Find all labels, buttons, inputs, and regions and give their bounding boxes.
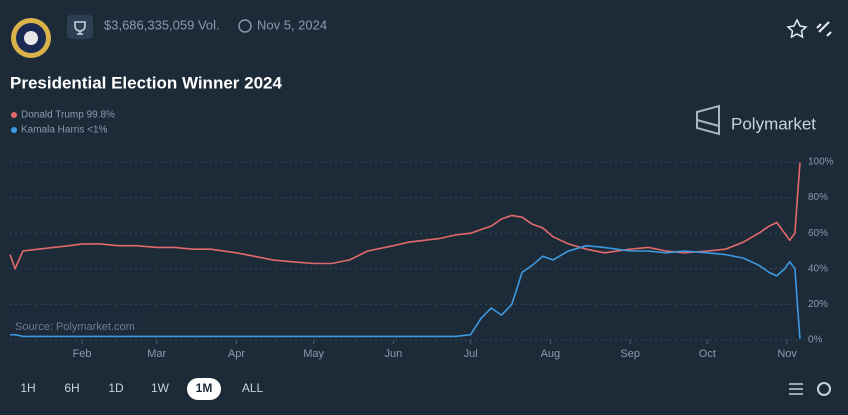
range-button-bg — [187, 378, 221, 400]
y-tick-label: 20% — [808, 299, 828, 310]
source-label: Source: Polymarket.com — [15, 321, 135, 333]
range-button[interactable]: 6H — [64, 381, 79, 395]
settings-sliders[interactable] — [789, 383, 803, 395]
y-tick-label: 60% — [808, 228, 828, 239]
x-tick-label: Sep — [620, 348, 640, 360]
favorite-button[interactable] — [786, 18, 808, 39]
range-button[interactable]: ALL — [242, 381, 264, 395]
legend-label: Kamala Harris <1% — [21, 125, 108, 136]
end-date: Nov 5, 2024 — [257, 17, 327, 32]
series-line — [9, 162, 801, 270]
link-button[interactable] — [816, 21, 832, 37]
trophy-icon — [74, 21, 86, 35]
x-tick-label: Oct — [699, 348, 716, 360]
x-tick-label: Jul — [464, 348, 478, 360]
source-bg — [10, 318, 144, 334]
market-icon-seal — [24, 31, 38, 45]
y-tick-label: 0% — [808, 335, 823, 346]
clock-icon — [238, 19, 252, 33]
legend-swatch — [11, 127, 17, 133]
x-tick-label: Feb — [73, 348, 92, 360]
range-button[interactable]: 1H — [20, 381, 35, 395]
range-button[interactable]: 1M — [196, 381, 213, 395]
brand-name: Polymarket — [731, 114, 816, 133]
x-tick-label: May — [303, 348, 324, 360]
brand-logo — [696, 104, 720, 136]
trophy-badge — [67, 15, 93, 39]
legend-swatch — [11, 112, 17, 118]
x-tick-label: Nov — [777, 348, 797, 360]
series-line — [10, 244, 801, 340]
legend-label: Donald Trump 99.8% — [21, 110, 115, 121]
range-button[interactable]: 1W — [151, 381, 170, 395]
y-tick-label: 40% — [808, 263, 828, 274]
x-tick-label: Aug — [541, 348, 561, 360]
y-tick-label: 100% — [808, 157, 834, 168]
range-button[interactable]: 1D — [108, 381, 124, 395]
x-tick-label: Apr — [228, 348, 245, 360]
x-tick-label: Jun — [385, 348, 403, 360]
volume: $3,686,335,059 Vol. — [104, 17, 220, 32]
x-tick-label: Mar — [147, 348, 166, 360]
chart-title: Presidential Election Winner 2024 — [10, 73, 282, 92]
y-tick-label: 80% — [808, 192, 828, 203]
settings-gear[interactable] — [817, 382, 831, 396]
